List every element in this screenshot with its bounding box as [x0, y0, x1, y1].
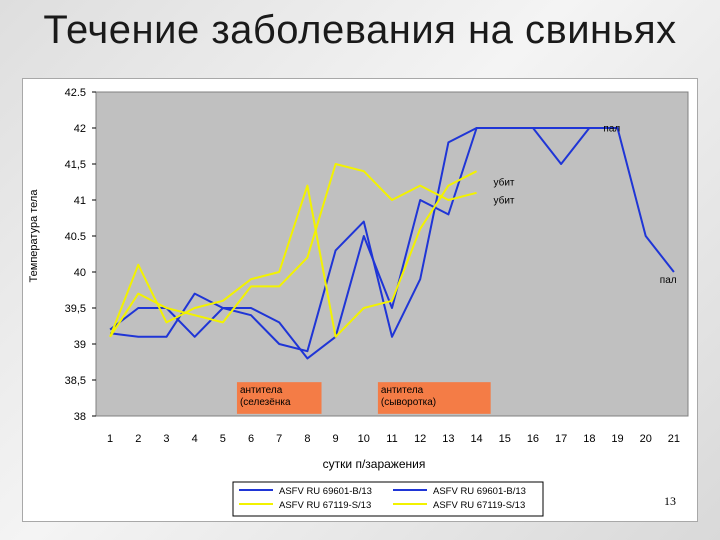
series-line-4	[109, 163, 477, 338]
legend-label: ASFV RU 67119-S/13	[433, 500, 525, 511]
x-tick-label: 7	[276, 433, 282, 445]
x-tick-label: 11	[386, 433, 397, 445]
x-tick-label: 13	[442, 433, 454, 445]
legend-box	[232, 481, 544, 517]
x-tick-label: 15	[499, 433, 511, 445]
annotation-label: убит	[493, 177, 514, 189]
x-tick-label: 1	[107, 433, 113, 445]
x-tick-label: 8	[304, 433, 310, 445]
antibody-box-label: антитела	[381, 385, 424, 396]
x-tick-label: 21	[668, 433, 680, 445]
x-axis-title: сутки п/заражения	[323, 457, 426, 471]
y-tick-label: 42.5	[65, 87, 86, 99]
x-tick-label: 9	[333, 433, 339, 445]
x-tick-label: 18	[583, 433, 595, 445]
series-line-2	[109, 127, 590, 353]
antibody-box-label: антитела	[240, 385, 283, 396]
annotation-label: убит	[493, 195, 514, 207]
y-tick-label: 39,5	[65, 303, 86, 315]
x-tick-label: 17	[555, 433, 567, 445]
plot-area	[95, 91, 689, 417]
slide-title: Течение заболевания на свиньях	[43, 8, 677, 52]
x-tick-label: 2	[135, 433, 141, 445]
y-tick-label: 38,5	[65, 375, 86, 387]
x-tick-label: 5	[220, 433, 226, 445]
x-tick-label: 3	[163, 433, 169, 445]
x-tick-label: 14	[470, 433, 482, 445]
page-number: 13	[664, 494, 676, 508]
antibody-box-label: (сыворотка)	[381, 397, 436, 408]
y-tick-label: 38	[74, 411, 86, 423]
y-tick-label: 42	[74, 123, 86, 135]
antibody-box	[377, 382, 491, 414]
legend-label: ASFV RU 69601-B/13	[279, 486, 372, 497]
annotation-label: пал	[660, 275, 677, 286]
antibody-box	[236, 382, 322, 414]
x-tick-label: 6	[248, 433, 254, 445]
chart-frame: 38 38,5 39 39,5 40 40.5 41 41,5 42 42.5 1 2 3 4 5 6 7 8 9 1…	[22, 78, 698, 522]
x-tick-label: 20	[640, 433, 652, 445]
y-axis-title: Температура тела	[28, 189, 40, 283]
y-tick-label: 39	[74, 339, 86, 351]
x-tick-label: 4	[192, 433, 198, 445]
legend-label: ASFV RU 69601-B/13	[433, 486, 526, 497]
x-tick-label: 10	[358, 433, 370, 445]
annotation-label: пал	[603, 124, 620, 135]
y-tick-label: 40.5	[65, 231, 86, 243]
x-tick-label: 19	[611, 433, 623, 445]
y-tick-label: 41,5	[65, 159, 86, 171]
series-line-3	[109, 170, 478, 338]
series-line-1	[109, 127, 675, 360]
x-tick-label: 12	[414, 433, 426, 445]
antibody-box-label: (селезёнка	[240, 397, 291, 408]
y-tick-label: 40	[74, 267, 86, 279]
y-tick-label: 41	[74, 195, 86, 207]
x-tick-label: 16	[527, 433, 539, 445]
legend-label: ASFV RU 67119-S/13	[279, 500, 371, 511]
